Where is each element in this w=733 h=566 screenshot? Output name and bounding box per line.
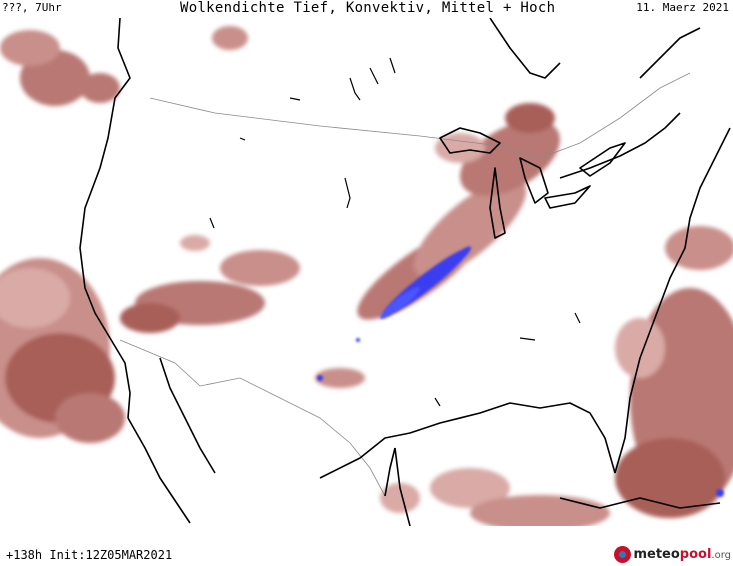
weather-map [0, 18, 733, 526]
meteopool-logo-icon [614, 545, 632, 563]
run-info: +138h Init:12Z05MAR2021 [6, 548, 173, 562]
political-borders [119, 72, 691, 497]
map-title: Wolkendichte Tief, Konvektiv, Mittel + H… [180, 0, 556, 16]
coastlines [79, 18, 731, 526]
meteopool-logo-text: meteopool.org [633, 546, 731, 562]
cloud-field-layer [0, 26, 733, 526]
map-footer: +138h Init:12Z05MAR2021 meteopool.org [0, 540, 733, 566]
forecast-date: 11. Maerz 2021 [636, 1, 729, 14]
map-canvas [0, 18, 733, 526]
meteopool-logo[interactable]: meteopool.org [614, 544, 731, 564]
header-location-time: ???, 7Uhr [2, 1, 62, 14]
convective-cells [317, 246, 724, 497]
small-lakes [209, 57, 581, 407]
